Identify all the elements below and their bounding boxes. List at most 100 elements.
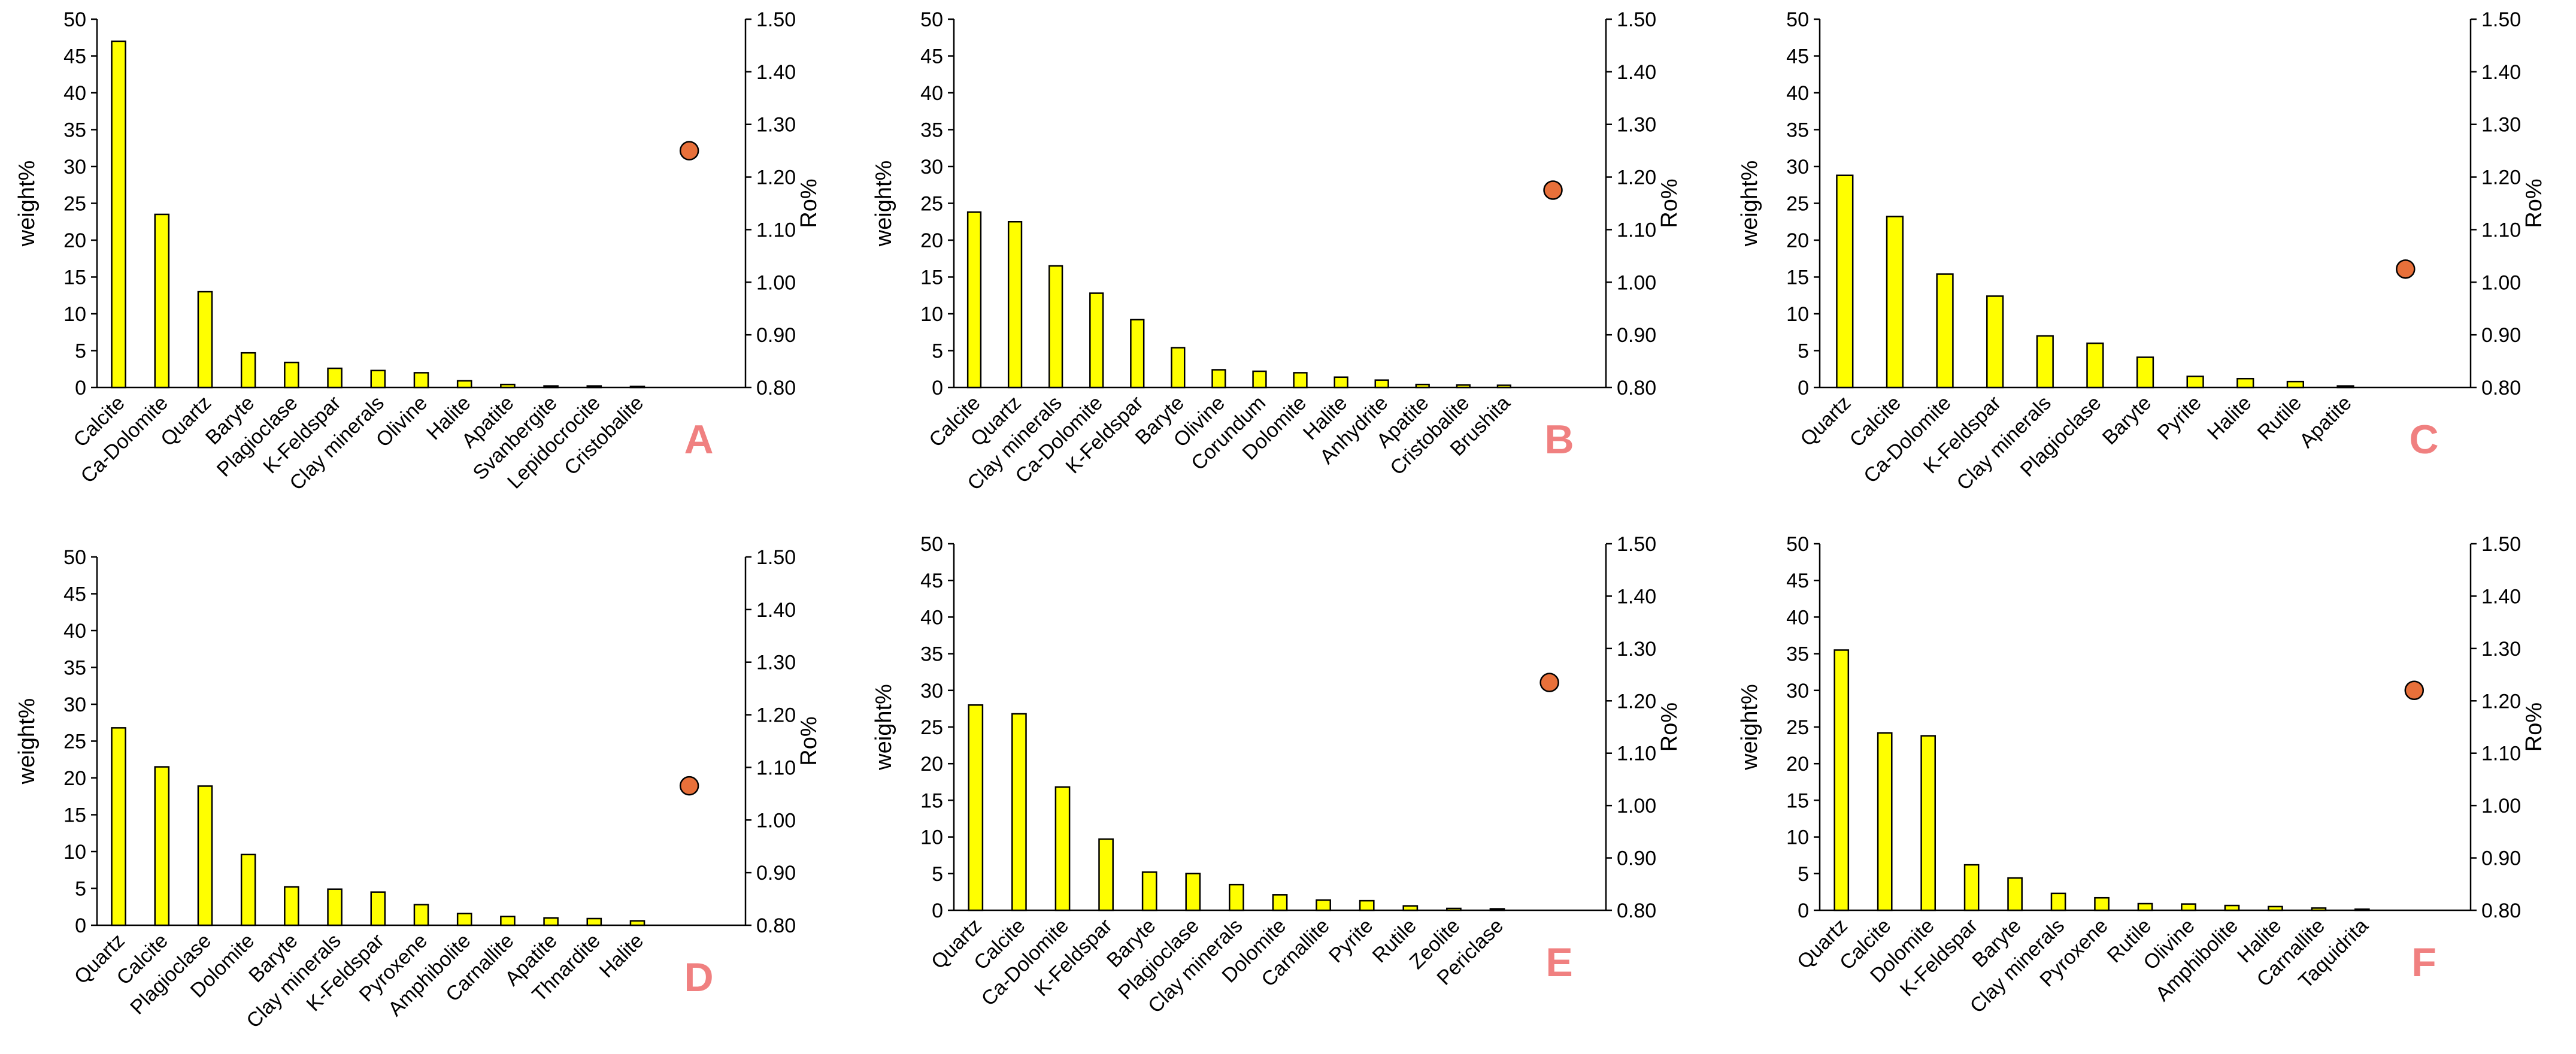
- panel-e-y2-tick-label: 1.00: [1617, 795, 1656, 817]
- panel-b-y-tick-label: 40: [920, 82, 943, 105]
- panel-a-y-tick-label: 30: [63, 156, 86, 178]
- panel-b-y2-tick-label: 1.10: [1617, 219, 1656, 241]
- panel-f-y2-tick-label: 1.40: [2481, 585, 2521, 608]
- panel-d-bar-4: [240, 853, 256, 926]
- panel-a-bar-10: [500, 383, 516, 389]
- panel-b-y-tick-label: 20: [920, 229, 943, 252]
- panel-f-bar-12: [2311, 907, 2327, 911]
- panel-f-bar-6: [2050, 892, 2066, 911]
- panel-c-category-label: Pyrite: [2153, 392, 2205, 444]
- panel-b-y2-tick-label: 1.30: [1617, 114, 1656, 137]
- panel-b-bar-6: [1171, 347, 1186, 389]
- panel-f-bar-2: [1877, 732, 1893, 911]
- panel-e-bar-1: [968, 704, 984, 911]
- panel-f-bar-10: [2224, 904, 2240, 911]
- panel-c-category-label: Apatite: [2295, 392, 2356, 453]
- panel-e-bar-6: [1185, 873, 1201, 911]
- panel-d-bar-12: [586, 917, 602, 926]
- panel-a-y-tick-label: 5: [75, 340, 86, 363]
- panel-b-y-tick-label: 30: [920, 156, 943, 178]
- panel-e-bar-10: [1359, 899, 1375, 911]
- panel-c-y-tick-label: 10: [1786, 303, 1809, 326]
- panel-b-y2-tick-label: 1.50: [1617, 8, 1656, 31]
- panel-b-y2-tick-label: 0.80: [1617, 377, 1656, 399]
- panel-f-y-tick-label: 50: [1786, 533, 1809, 556]
- panel-c-y2-tick-label: 1.20: [2481, 166, 2521, 189]
- panel-f-y-tick-label: 25: [1786, 716, 1809, 739]
- panel-e-y2-tick-label: 1.30: [1617, 638, 1656, 661]
- panel-b-bar-7: [1211, 369, 1226, 389]
- panel-a-y2-tick-label: 0.80: [756, 377, 796, 399]
- panel-d-bar-7: [370, 891, 386, 926]
- panel-c-y-tick-label: 0: [1798, 377, 1809, 399]
- panel-d-y-tick-label: 0: [75, 914, 86, 937]
- panel-a-y2-tick-label: 1.40: [756, 61, 796, 84]
- panel-e-y2-tick-label: 0.90: [1617, 847, 1656, 870]
- panel-f-y-tick-label: 20: [1786, 753, 1809, 776]
- panel-b-y-tick-label: 45: [920, 46, 943, 68]
- panel-b-bar-1: [966, 211, 982, 389]
- panel-b-ro-point: [1543, 180, 1563, 200]
- panel-e-y-tick-label: 15: [920, 789, 943, 812]
- panel-f-y-tick-label: 0: [1798, 899, 1809, 922]
- panel-a-bar-7: [370, 369, 386, 389]
- panel-c-y-tick-label: 50: [1786, 8, 1809, 31]
- panel-d-y2-tick-label: 0.80: [756, 914, 796, 937]
- panel-b-letter: B: [1544, 417, 1574, 462]
- panel-a-y-tick-label: 20: [63, 229, 86, 252]
- panel-f-y2-tick-label: 1.10: [2481, 743, 2521, 765]
- panel-c-bar-7: [2136, 356, 2154, 389]
- panel-d-y-tick-label: 30: [63, 693, 86, 716]
- panel-c-category-label: Baryte: [2098, 392, 2156, 449]
- panel-d-bar-1: [111, 727, 126, 926]
- panel-e-y2-tick-label: 1.50: [1617, 533, 1656, 556]
- panel-f-y2-tick-label: 1.30: [2481, 638, 2521, 661]
- panel-a-y2-tick-label: 1.00: [756, 271, 796, 294]
- panel-d-chart: 0 5 10 15 20 25 30 35 40 45 50 0.80 0.90 1.00 1.10 1.20…: [14, 546, 822, 1032]
- panel-f-bar-5: [2007, 877, 2023, 911]
- panel-d-y-tick-label: 20: [63, 767, 86, 790]
- panel-d-y2-tick-label: 1.10: [756, 756, 796, 779]
- panel-c-y2-tick-label: 1.10: [2481, 219, 2521, 241]
- panel-b-bar-4: [1089, 292, 1104, 389]
- panel-b-y-tick-label: 15: [920, 266, 943, 289]
- panel-e-bar-13: [1489, 908, 1505, 911]
- panel-b-y2-tick-label: 0.90: [1617, 324, 1656, 347]
- panel-a-y-tick-label: 25: [63, 193, 86, 216]
- panel-d-y-tick-label: 50: [63, 546, 86, 569]
- panel-a-y-tick-label: 50: [63, 8, 86, 31]
- panel-b-y-tick-label: 25: [920, 193, 943, 216]
- panel-b-bar-8: [1252, 370, 1267, 389]
- panel-e-ro-point: [1539, 673, 1559, 692]
- panel-b-bar-10: [1334, 376, 1348, 389]
- panel-a-bar-3: [197, 290, 213, 389]
- panel-d-y-tick-label: 25: [63, 731, 86, 753]
- panel-e-bar-12: [1446, 907, 1462, 911]
- panel-a-y2-tick-label: 1.30: [756, 114, 796, 137]
- panel-e-y2-tick-label: 1.10: [1617, 743, 1656, 765]
- panel-b-chart: 0 5 10 15 20 25 30 35 40 45 50 0.80 0.90 1.00 1.10 1.20…: [871, 8, 1682, 495]
- panel-e-y-tick-label: 10: [920, 826, 943, 849]
- panel-a-bar-6: [327, 367, 343, 389]
- panel-c-y-tick-label: 35: [1786, 119, 1809, 142]
- panel-e-chart: 0 5 10 15 20 25 30 35 40 45 50 0.80 0.90 1.00 1.10 1.20…: [871, 533, 1682, 1017]
- panel-d-y-axis-title: weight%: [14, 698, 40, 785]
- panel-f-bar-13: [2354, 908, 2370, 911]
- panel-d-y-tick-label: 35: [63, 657, 86, 680]
- panel-a-bar-12: [586, 385, 602, 389]
- panel-e-bar-7: [1229, 883, 1244, 911]
- panel-a-y-tick-label: 15: [63, 266, 86, 289]
- panel-f-bar-11: [2268, 905, 2283, 911]
- panel-f-y-tick-label: 5: [1798, 863, 1809, 886]
- panel-e-bar-4: [1098, 838, 1114, 911]
- panel-f-bar-8: [2137, 902, 2153, 911]
- panel-e-y-tick-label: 5: [932, 863, 943, 886]
- panel-f-bar-3: [1920, 735, 1936, 911]
- panel-d-y-tick-label: 15: [63, 804, 86, 827]
- panel-c-y-tick-label: 30: [1786, 156, 1809, 178]
- panel-e-y2-tick-label: 1.40: [1617, 585, 1656, 608]
- panel-b-y-tick-label: 10: [920, 303, 943, 326]
- panel-d-y-tick-label: 40: [63, 620, 86, 643]
- panel-d-letter: D: [684, 955, 713, 1000]
- panel-f-ro-point: [2404, 680, 2425, 701]
